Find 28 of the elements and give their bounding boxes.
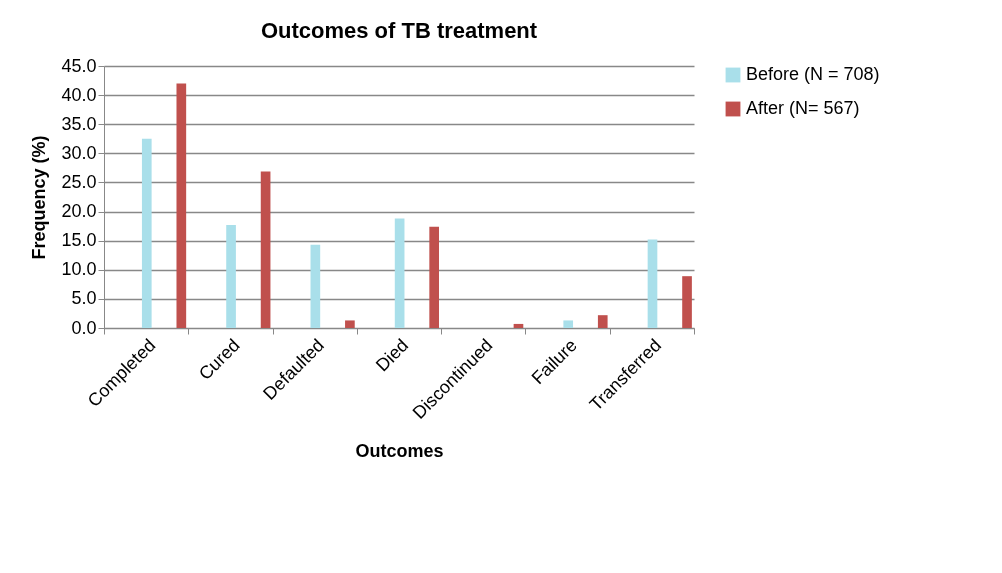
bar <box>597 315 608 328</box>
bar <box>394 218 405 328</box>
bar <box>141 138 152 328</box>
bar <box>176 83 187 328</box>
bar <box>345 320 355 328</box>
bar <box>682 276 692 328</box>
x-axis-title: Outcomes <box>355 440 444 461</box>
bar <box>563 320 574 328</box>
chart-title: Outcomes of TB treatment <box>260 18 538 43</box>
legend-label: After (N= 567) <box>746 98 860 118</box>
y-tick-label: 40.0 <box>61 84 97 105</box>
y-tick-label: 15.0 <box>61 230 97 251</box>
y-tick-label: 30.0 <box>61 142 97 163</box>
bar <box>429 226 440 328</box>
bar <box>513 323 524 328</box>
y-tick-label: 5.0 <box>71 288 97 309</box>
y-tick-label: 45.0 <box>61 55 97 76</box>
y-tick-label: 0.0 <box>71 317 97 338</box>
bar <box>647 239 658 328</box>
y-tick-label: 25.0 <box>61 171 97 192</box>
bar <box>226 224 236 328</box>
y-tick-label: 10.0 <box>61 259 97 280</box>
bar <box>310 244 321 328</box>
y-tick-label: 35.0 <box>61 113 97 134</box>
y-axis-title: Frequency (%) <box>29 135 50 260</box>
bar <box>260 171 271 328</box>
y-tick-label: 20.0 <box>61 201 97 222</box>
legend-label: Before (N = 708) <box>746 64 880 84</box>
